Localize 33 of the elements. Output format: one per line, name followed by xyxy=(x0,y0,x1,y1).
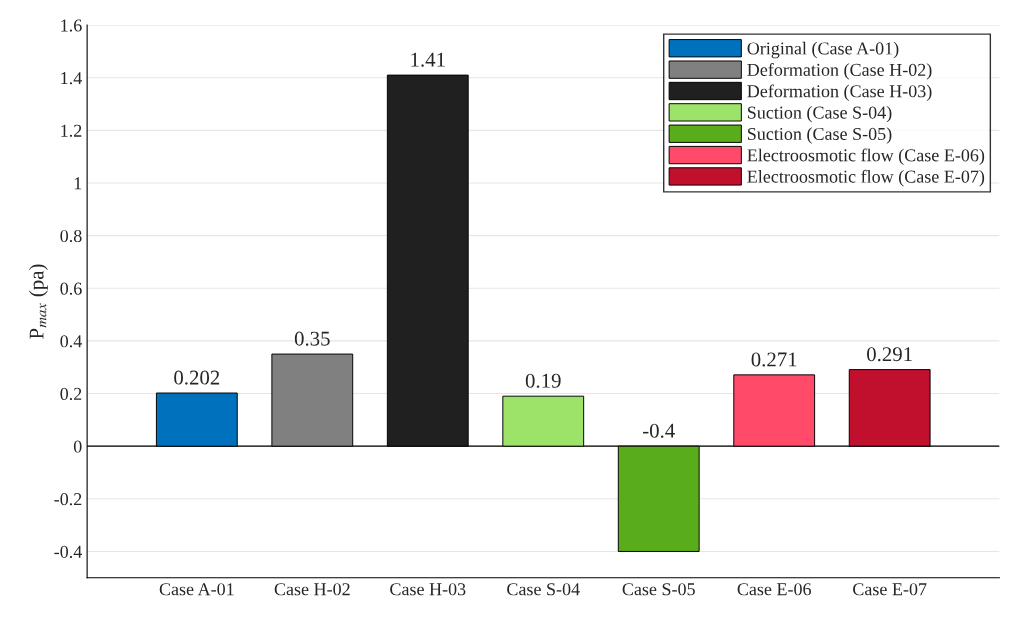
x-tick-label: Case E-06 xyxy=(737,583,812,596)
y-tick-label: 1 xyxy=(74,177,82,190)
legend-label: Electroosmotic flow (Case E-06) xyxy=(747,148,985,166)
legend-label: Original (Case A-01) xyxy=(747,41,899,59)
data-label: 0.271 xyxy=(751,352,797,367)
y-tick-label: 1.6 xyxy=(61,19,82,32)
data-label: 1.41 xyxy=(411,52,445,67)
y-tick-label: 1.2 xyxy=(61,124,82,137)
y-tick-label: 1.4 xyxy=(61,72,82,85)
y-tick-label: -0.4 xyxy=(54,545,82,558)
legend-label: Suction (Case S-04) xyxy=(747,105,892,123)
x-tick-label: Case H-03 xyxy=(390,583,466,596)
x-tick-label: Case S-04 xyxy=(507,583,580,596)
y-tick-label: -0.2 xyxy=(54,493,82,506)
y-tick-label: 0 xyxy=(73,440,82,453)
data-label: -0.4 xyxy=(643,423,675,438)
data-label: 0.291 xyxy=(867,347,912,362)
y-tick-label: 0.6 xyxy=(60,282,82,295)
legend-label: Electroosmotic flow (Case E-07) xyxy=(747,169,985,187)
y-axis-title: P$_{max}$ (pa) xyxy=(28,264,48,339)
data-label: 0.19 xyxy=(525,373,561,388)
data-label: 0.202 xyxy=(174,370,220,385)
y-tick-label: 0.2 xyxy=(60,387,82,401)
y-tick-label: 0.4 xyxy=(60,335,82,348)
x-tick-label: Case A-01 xyxy=(159,583,234,596)
data-label: 0.35 xyxy=(294,331,330,346)
legend-label: Suction (Case S-05) xyxy=(747,127,892,144)
x-tick-label: Case H-02 xyxy=(274,583,350,596)
x-tick-label: Case S-05 xyxy=(622,583,695,596)
x-tick-label: Case E-07 xyxy=(853,583,927,596)
legend-label: Deformation (Case H-02) xyxy=(747,63,932,80)
y-tick-label: 0.8 xyxy=(60,229,82,243)
legend-label: Deformation (Case H-03) xyxy=(747,84,932,101)
